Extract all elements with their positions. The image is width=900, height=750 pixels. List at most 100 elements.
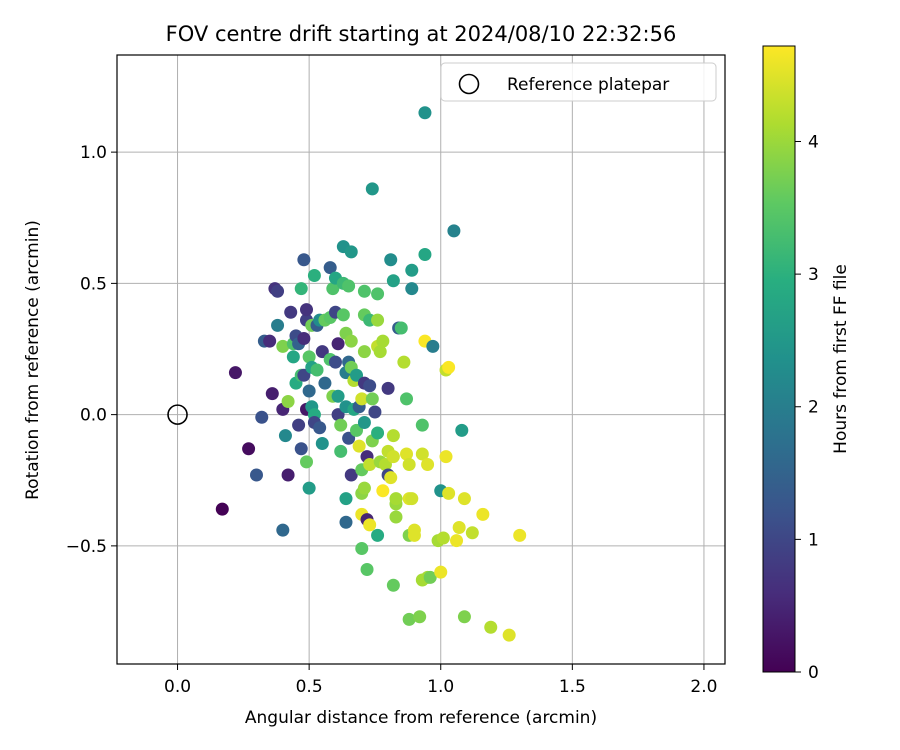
data-point — [281, 395, 295, 408]
data-point — [292, 418, 306, 432]
data-point — [457, 610, 471, 624]
data-point — [363, 518, 377, 532]
data-point — [450, 534, 464, 548]
colorbar-tick-label: 2 — [808, 398, 819, 418]
data-point — [339, 492, 353, 506]
data-point — [344, 334, 358, 348]
data-point — [363, 379, 377, 393]
data-point — [302, 350, 316, 364]
data-point — [331, 408, 345, 422]
y-axis-ticks: −0.5 0.0 0.5 1.0 — [66, 143, 117, 557]
y-tick-label: 1.0 — [80, 143, 107, 163]
colorbar: 0 1 2 3 4 Hours from first FF file — [762, 45, 851, 683]
data-point — [386, 578, 400, 592]
data-point — [342, 279, 356, 293]
data-point — [355, 542, 369, 555]
colorbar-ticks: 0 1 2 3 4 — [795, 132, 819, 683]
data-point — [394, 321, 408, 335]
data-point — [355, 392, 369, 406]
data-point — [405, 492, 419, 506]
legend-marker-icon — [458, 73, 480, 95]
data-point — [334, 418, 348, 432]
data-point — [326, 282, 340, 296]
data-point — [442, 486, 456, 500]
data-point — [350, 368, 364, 382]
x-axis-title: Angular distance from reference (arcmin) — [245, 708, 597, 728]
chart-title: FOV centre drift starting at 2024/08/10 … — [166, 22, 677, 46]
data-point — [315, 345, 329, 359]
data-point — [447, 224, 461, 238]
data-point — [331, 389, 345, 403]
plot-frame — [116, 54, 726, 665]
grid-lines — [117, 55, 725, 664]
data-point — [405, 263, 419, 277]
data-point — [281, 468, 295, 482]
data-point — [400, 447, 414, 461]
data-point — [452, 521, 466, 534]
data-point — [423, 570, 437, 584]
data-point — [405, 282, 419, 296]
data-point — [294, 442, 308, 456]
data-point — [255, 410, 269, 424]
data-point — [465, 526, 479, 540]
x-tick-label: 2.0 — [690, 677, 717, 697]
data-point — [276, 523, 290, 537]
data-point — [415, 447, 429, 461]
data-point — [457, 492, 471, 506]
data-point — [302, 384, 316, 398]
data-point — [455, 423, 469, 437]
data-point — [344, 468, 358, 482]
data-point — [376, 484, 390, 498]
legend-box — [440, 62, 717, 102]
y-tick-label: 0.0 — [80, 406, 107, 426]
data-point — [378, 458, 392, 471]
data-point — [228, 366, 242, 380]
data-point — [407, 523, 421, 537]
x-tick-label: 0.5 — [296, 677, 323, 697]
x-axis-ticks: 0.0 0.5 1.0 1.5 2.0 — [164, 664, 717, 697]
x-tick-label: 1.0 — [427, 677, 454, 697]
data-point — [297, 253, 311, 267]
data-point — [363, 458, 377, 471]
data-point — [389, 492, 403, 506]
data-point — [442, 360, 456, 374]
data-point — [418, 106, 432, 120]
data-point — [339, 515, 353, 529]
data-point — [384, 253, 398, 267]
data-point — [386, 450, 400, 464]
data-point — [278, 429, 292, 443]
data-point — [286, 350, 300, 364]
legend: Reference platepar — [440, 62, 717, 102]
data-point — [310, 363, 324, 377]
data-point — [265, 387, 279, 401]
data-point — [368, 405, 382, 419]
data-point — [371, 528, 385, 542]
data-point — [344, 245, 358, 259]
data-point — [276, 339, 290, 353]
data-point — [318, 376, 332, 390]
data-point — [315, 437, 329, 450]
data-point — [336, 308, 350, 322]
data-point — [381, 381, 395, 395]
data-point — [357, 284, 371, 298]
data-point — [418, 248, 432, 261]
colorbar-title: Hours from first FF file — [831, 264, 851, 454]
data-point — [402, 458, 416, 471]
y-tick-label: −0.5 — [66, 537, 107, 557]
data-points — [215, 106, 527, 642]
data-point — [476, 507, 490, 521]
data-point — [389, 510, 403, 524]
data-point — [271, 318, 285, 332]
reference-platepar-marker — [167, 404, 188, 425]
data-point — [502, 628, 516, 642]
data-point — [328, 355, 342, 369]
data-point — [357, 481, 371, 495]
data-point — [426, 339, 440, 353]
data-point — [386, 429, 400, 443]
y-axis-title: Rotation from reference (arcmin) — [23, 220, 43, 500]
data-point — [371, 426, 385, 440]
data-point — [357, 345, 371, 359]
data-point — [323, 261, 337, 275]
data-point — [342, 431, 356, 445]
